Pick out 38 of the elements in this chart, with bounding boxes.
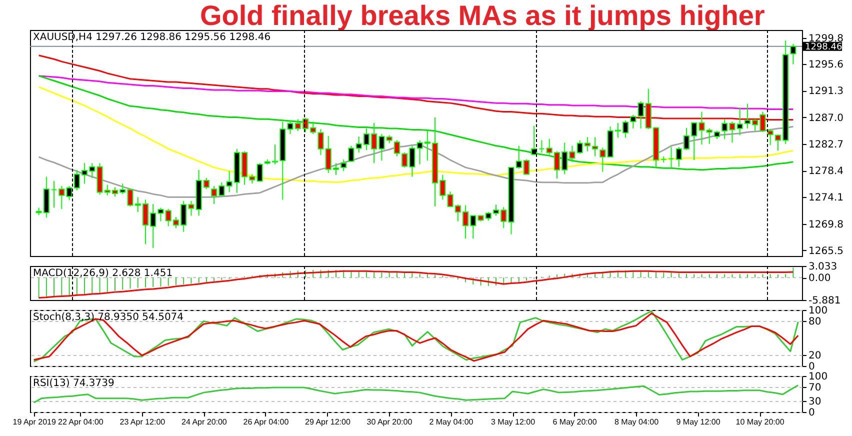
y-tick-label: 80 [808, 316, 822, 328]
x-tick-label: 6 May 20:00 [552, 418, 598, 426]
y-tick-label: 20 [808, 350, 822, 362]
y-tick-label: 1278.4 [808, 166, 844, 178]
y-tick-label: 1274.1 [808, 192, 844, 204]
annotation: Gold finally breaks MAs as it jumps higher [199, 0, 766, 31]
y-tick-label: 0 [808, 408, 815, 418]
x-tick-label: 3 May 12:00 [490, 418, 536, 426]
x-tick-label: 10 May 20:00 [736, 418, 785, 426]
y-tick-label: 3.033 [808, 262, 838, 272]
y-tick-label: 1287.0 [808, 112, 844, 124]
x-tick-label: 22 Apr 04:00 [58, 418, 104, 426]
y-tick-label: 30 [808, 396, 822, 408]
y-tick-label: 0 [808, 362, 815, 372]
x-tick-label: 30 Apr 20:00 [366, 418, 413, 426]
ref-line-label: 1298.46 [805, 42, 842, 52]
y-tick-label: 0.00 [808, 273, 831, 284]
x-tick-label: 29 Apr 12:00 [305, 418, 351, 426]
y-tick-label: 1295.6 [808, 60, 844, 71]
y-tick-label: 1269.8 [808, 219, 844, 230]
x-tick-label: 26 Apr 04:00 [243, 418, 290, 426]
y-tick-label: 1265.5 [808, 246, 844, 257]
x-tick-label: 8 May 04:00 [614, 418, 660, 426]
chart-title: MACD(12,26,9) 2.628 1.451 [33, 268, 173, 279]
y-tick-label: -5.881 [808, 296, 841, 306]
x-tick-label: 24 Apr 20:00 [182, 418, 228, 426]
x-tick-label: 2 May 04:00 [429, 418, 474, 426]
x-tick-label: 19 Apr 2019 [12, 418, 56, 426]
y-tick-label: 70 [808, 382, 822, 394]
x-tick-label: 9 May 12:00 [676, 418, 721, 426]
chart-title: XAUUSD,H4 1297.26 1298.86 1295.56 1298.46 [33, 32, 271, 43]
y-tick-label: 1291.3 [808, 86, 844, 98]
y-tick-label: 1282.7 [808, 139, 844, 150]
chart-title: RSI(13) 74.3739 [33, 378, 114, 389]
chart-title: Stoch(8,3,3) 78.9350 54.5074 [33, 312, 184, 323]
x-tick-label: 23 Apr 12:00 [120, 418, 166, 426]
y-tick-label: 100 [808, 306, 828, 316]
y-tick-label: 100 [808, 372, 828, 382]
